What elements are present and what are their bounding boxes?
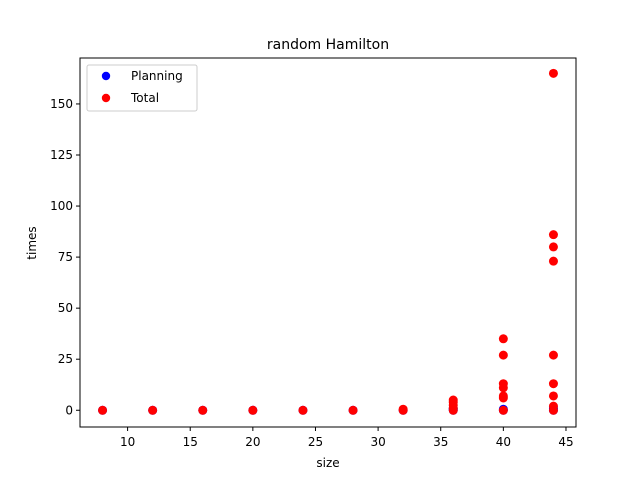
x-tick-label: 45 (558, 435, 573, 449)
legend-marker-planning (101, 71, 111, 81)
point-total (498, 391, 508, 401)
y-tick-label: 25 (58, 352, 73, 366)
x-axis-label: size (316, 456, 339, 470)
y-tick-label: 0 (65, 403, 73, 417)
point-total (348, 405, 358, 415)
point-total (398, 404, 408, 414)
y-tick-label: 125 (50, 148, 73, 162)
point-total (448, 395, 458, 405)
point-total (548, 379, 558, 389)
x-tick-label: 35 (433, 435, 448, 449)
point-total (148, 405, 158, 415)
point-total (298, 405, 308, 415)
y-tick-label: 150 (50, 97, 73, 111)
legend-label-total: Total (130, 91, 159, 105)
x-tick-label: 30 (370, 435, 385, 449)
y-tick-label: 100 (50, 199, 73, 213)
point-total (498, 379, 508, 389)
point-total (198, 405, 208, 415)
point-total (548, 256, 558, 266)
point-total (548, 242, 558, 252)
point-total (98, 405, 108, 415)
point-total (498, 350, 508, 360)
x-tick-label: 10 (120, 435, 135, 449)
legend-label-planning: Planning (131, 69, 183, 83)
y-tick-label: 50 (58, 301, 73, 315)
legend: Planning Total (86, 64, 198, 112)
data-points (98, 68, 558, 415)
y-tick-label: 75 (58, 250, 73, 264)
x-axis: 10 15 20 25 30 35 40 45 (120, 427, 574, 449)
x-tick-label: 20 (245, 435, 260, 449)
legend-box (86, 64, 198, 112)
plot-frame (79, 57, 577, 428)
point-total (548, 401, 558, 411)
point-total (548, 230, 558, 240)
chart-title: random Hamilton (267, 37, 389, 53)
x-tick-label: 15 (183, 435, 198, 449)
point-total (498, 334, 508, 344)
point-total (248, 405, 258, 415)
point-total (498, 405, 508, 415)
point-total (548, 350, 558, 360)
point-total (548, 68, 558, 78)
y-axis-label: times (25, 226, 39, 259)
x-tick-label: 40 (496, 435, 511, 449)
legend-marker-total (101, 93, 111, 103)
x-tick-label: 25 (308, 435, 323, 449)
point-total (548, 391, 558, 401)
y-axis: 0 25 50 75 100 125 150 (50, 97, 80, 417)
